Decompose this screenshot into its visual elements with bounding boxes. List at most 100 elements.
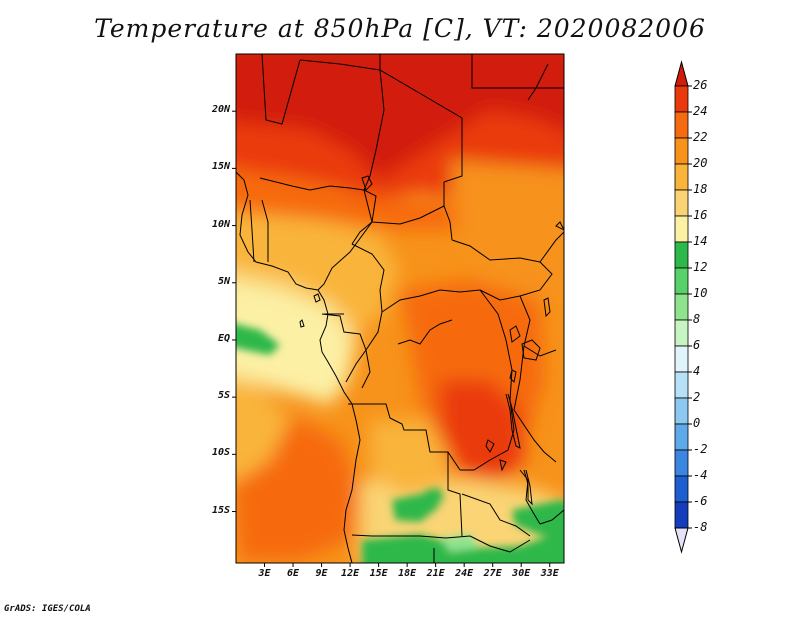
border-angola-zambia — [447, 452, 463, 537]
colorbar-bin — [674, 475, 689, 503]
credit-text: GrADS: IGES/COLA — [4, 604, 91, 614]
colorbar-label: 10 — [693, 286, 708, 300]
colorbar-bin — [674, 501, 689, 529]
border-benin-nigeria — [261, 199, 269, 262]
border-mozambique — [539, 509, 564, 525]
lat-label: 15S — [211, 504, 230, 516]
lon-label: 3E — [258, 568, 271, 579]
colorbar-bin — [674, 449, 689, 477]
lon-label: 12E — [341, 568, 360, 579]
field-mild-rim — [440, 534, 480, 552]
lon-label: 27E — [483, 568, 502, 579]
colorbar-label: 0 — [693, 416, 701, 430]
border-drc-east — [460, 289, 515, 471]
lake-victoria — [521, 339, 541, 361]
colorbar — [674, 60, 692, 554]
lon-label: 9E — [315, 568, 328, 579]
lat-label: EQ — [217, 332, 230, 344]
lake-bangweulu — [499, 459, 507, 472]
colorbar-label: 20 — [693, 156, 708, 170]
colorbar-bin — [674, 267, 689, 295]
field-band-rift-24 — [440, 380, 525, 480]
border-benin-togo — [249, 199, 255, 263]
lat-label: 20N — [211, 104, 230, 116]
congo-river — [397, 319, 453, 345]
lon-label: 15E — [369, 568, 388, 579]
colorbar-bin — [674, 137, 689, 165]
border-angola-namibia — [351, 534, 471, 539]
colorbar-bin — [674, 293, 689, 321]
longitude-ticks — [264, 563, 551, 567]
border-nigeria-cameroon — [317, 189, 373, 291]
colorbar-bin — [674, 163, 689, 191]
border-congo-drc — [361, 311, 383, 389]
colorbar-bin — [674, 371, 689, 399]
colorbar-arrow-bottom — [674, 527, 689, 554]
colorbar-bin — [674, 111, 689, 139]
colorbar-label: -8 — [693, 520, 708, 534]
lat-label: 15N — [211, 161, 230, 173]
colorbar-bin — [674, 423, 689, 451]
colorbar-label: 2 — [693, 390, 701, 404]
lake-chad — [361, 175, 373, 191]
field-band-westcoast-18 — [236, 211, 400, 330]
lake-tana — [555, 221, 564, 231]
border-zambia-south — [461, 493, 531, 537]
redsea-coast — [527, 63, 549, 101]
lon-label: 33E — [540, 568, 559, 579]
border-southsudan-east — [479, 261, 553, 301]
lon-label: 21E — [426, 568, 445, 579]
latitude-ticks — [232, 110, 236, 513]
colorbar-bin — [674, 397, 689, 425]
colorbar-label: 6 — [693, 338, 701, 352]
field-band-east-20 — [450, 160, 564, 300]
border-cameroon-car — [351, 243, 385, 313]
lat-label: 10S — [211, 447, 230, 459]
field-band-west-ocean-18 — [236, 384, 290, 480]
colorbar-bin — [674, 345, 689, 373]
colorbar-label: 18 — [693, 182, 708, 196]
colorbar-bin — [674, 215, 689, 243]
colorbar-arrow-top — [674, 60, 689, 87]
coastline-west — [236, 171, 361, 563]
border-malawi — [519, 469, 541, 525]
field-band-highland-18 — [370, 420, 450, 495]
colorbar-label: 22 — [693, 130, 708, 144]
colorbar-label: 26 — [693, 78, 708, 92]
lat-label: 5S — [217, 390, 230, 402]
colorbar-label: -4 — [693, 468, 708, 482]
border-niger-chad — [299, 59, 385, 245]
island-bioko — [313, 293, 321, 303]
field-band-coast-14 — [236, 283, 350, 405]
border-egypt-sudan — [471, 54, 564, 89]
border-niger-nigeria — [259, 177, 365, 191]
lake-tanganyika — [505, 393, 521, 449]
lon-label: 30E — [512, 568, 531, 579]
border-sudan-southsudan — [451, 239, 541, 263]
border-zimbabwe — [469, 535, 531, 553]
lon-label: 18E — [398, 568, 417, 579]
page-title: Temperature at 850hPa [C], VT: 202008200… — [94, 14, 706, 43]
temperature-field — [236, 54, 564, 563]
lake-turkana — [543, 297, 551, 318]
colorbar-bin — [674, 241, 689, 269]
border-congo-gabon — [321, 313, 367, 383]
country-borders — [236, 54, 564, 563]
colorbar-label: 24 — [693, 104, 708, 118]
border-car-chad — [371, 205, 453, 241]
field-cool-west — [236, 324, 280, 355]
colorbar-label: 16 — [693, 208, 708, 222]
lat-label: 10N — [211, 218, 230, 230]
colorbar-bin — [674, 85, 689, 113]
colorbar-label: 14 — [693, 234, 708, 248]
field-cool-angola — [392, 492, 440, 522]
lake-albert — [509, 325, 521, 343]
colorbar-label: -6 — [693, 494, 708, 508]
field-cool-mozambique — [512, 500, 564, 538]
colorbar-label: 4 — [693, 364, 701, 378]
map-frame — [235, 53, 565, 564]
colorbar-bin — [674, 189, 689, 217]
lon-label: 24E — [455, 568, 474, 579]
lake-malawi — [523, 469, 533, 506]
